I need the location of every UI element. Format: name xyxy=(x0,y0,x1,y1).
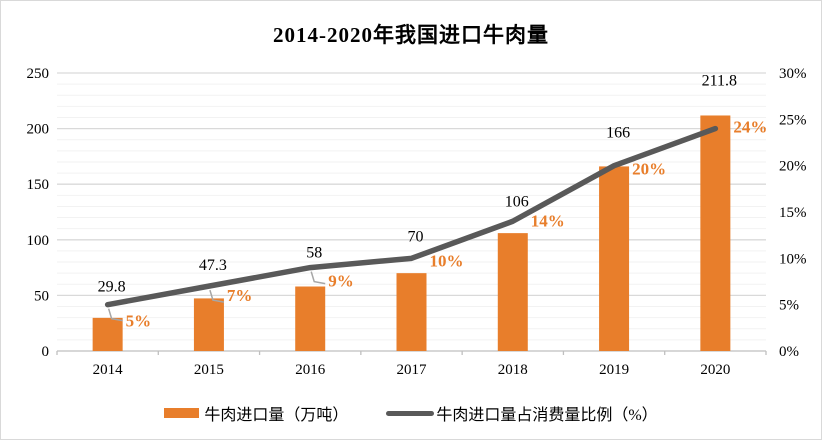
chart-title: 2014-2020年我国进口牛肉量 xyxy=(273,23,549,47)
bar-series-swatch xyxy=(164,408,200,418)
x-axis-label: 2019 xyxy=(599,362,629,378)
bar-2015 xyxy=(193,298,224,351)
legend-label-imports: 牛肉进口量（万吨） xyxy=(204,407,349,424)
label-leader-line xyxy=(310,271,326,285)
left-axis-label: 200 xyxy=(27,122,50,138)
bar-2014 xyxy=(92,317,123,351)
right-axis-label: 25% xyxy=(779,112,807,128)
label-leader-line xyxy=(107,308,123,322)
legend: 牛肉进口量（万吨） 牛肉进口量占消费量比例（%） xyxy=(1,401,821,425)
right-axis-label: 10% xyxy=(779,251,807,267)
x-axis-label: 2016 xyxy=(295,362,326,378)
right-axis-label: 30% xyxy=(779,66,807,82)
bar-value-label: 47.3 xyxy=(199,257,227,274)
left-axis-label: 100 xyxy=(27,233,50,249)
percent-label: 14% xyxy=(531,211,565,230)
bar-value-label: 29.8 xyxy=(98,279,126,296)
x-axis-label: 2020 xyxy=(700,362,730,378)
x-axis-label: 2017 xyxy=(397,362,428,378)
bar-2019 xyxy=(599,166,630,351)
percent-label: 20% xyxy=(632,160,666,179)
bar-value-label: 70 xyxy=(408,228,424,245)
bar-value-label: 166 xyxy=(606,125,630,142)
percent-label: 9% xyxy=(328,272,354,291)
ratio-line xyxy=(104,125,719,308)
x-axis-label: 2015 xyxy=(194,362,224,378)
right-axis-label: 15% xyxy=(779,205,807,221)
bar-2018 xyxy=(497,233,528,351)
left-axis-label: 50 xyxy=(34,288,49,304)
right-axis-label: 20% xyxy=(779,159,807,175)
left-axis-label: 0 xyxy=(42,344,50,360)
bar-2016 xyxy=(295,286,326,351)
right-axis-label: 0% xyxy=(779,344,799,360)
legend-item-imports: 牛肉进口量（万吨） xyxy=(164,401,348,425)
percent-label: 10% xyxy=(430,251,464,270)
x-axis-label: 2018 xyxy=(498,362,528,378)
bar-value-label: 106 xyxy=(505,193,529,210)
left-axis-label: 150 xyxy=(27,177,50,193)
percent-label: 7% xyxy=(227,286,253,305)
percent-label: 5% xyxy=(126,312,151,331)
left-axis-label: 250 xyxy=(27,66,50,82)
bar-2020 xyxy=(700,115,731,352)
bar-value-label: 58 xyxy=(306,245,322,262)
right-axis-label: 5% xyxy=(779,298,799,314)
legend-item-ratio: 牛肉进口量占消费量比例（%） xyxy=(386,401,658,425)
bar-value-label: 211.8 xyxy=(702,73,737,90)
x-axis-label: 2014 xyxy=(93,362,124,378)
label-leader-line xyxy=(209,289,225,303)
legend-label-ratio: 牛肉进口量占消费量比例（%） xyxy=(436,407,658,424)
line-series-swatch xyxy=(386,410,435,416)
percent-label: 24% xyxy=(733,118,767,137)
bar-2017 xyxy=(396,273,427,351)
